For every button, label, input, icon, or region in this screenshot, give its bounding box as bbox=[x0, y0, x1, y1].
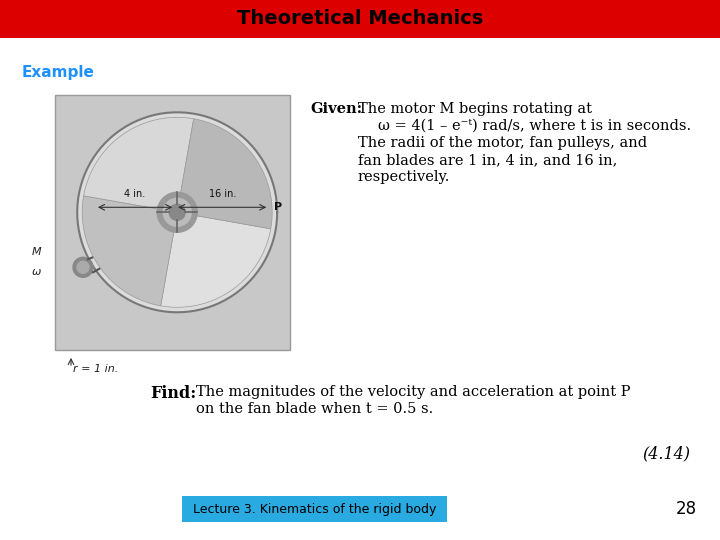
Text: P: P bbox=[274, 202, 282, 212]
Circle shape bbox=[77, 112, 277, 312]
Circle shape bbox=[169, 204, 185, 220]
Text: respectively.: respectively. bbox=[358, 170, 451, 184]
Text: (4.14): (4.14) bbox=[642, 445, 690, 462]
Text: ω = 4(1 – e⁻ᵗ) rad/s, where t is in seconds.: ω = 4(1 – e⁻ᵗ) rad/s, where t is in seco… bbox=[378, 119, 691, 133]
Text: Example: Example bbox=[22, 65, 95, 80]
Circle shape bbox=[157, 192, 197, 232]
FancyBboxPatch shape bbox=[55, 95, 290, 350]
Text: The motor M begins rotating at: The motor M begins rotating at bbox=[358, 102, 592, 116]
Text: 4 in.: 4 in. bbox=[125, 190, 145, 199]
FancyBboxPatch shape bbox=[0, 0, 720, 38]
Circle shape bbox=[77, 261, 89, 273]
Text: 16 in.: 16 in. bbox=[209, 190, 236, 199]
Text: M: M bbox=[32, 247, 42, 257]
Text: ω: ω bbox=[32, 267, 42, 278]
Polygon shape bbox=[82, 196, 174, 306]
Text: Find:: Find: bbox=[150, 385, 197, 402]
Text: Given:: Given: bbox=[310, 102, 362, 116]
Text: on the fan blade when t = 0.5 s.: on the fan blade when t = 0.5 s. bbox=[196, 402, 433, 416]
Text: The radii of the motor, fan pulleys, and: The radii of the motor, fan pulleys, and bbox=[358, 136, 647, 150]
Polygon shape bbox=[161, 215, 271, 307]
Text: r = 1 in.: r = 1 in. bbox=[73, 364, 118, 374]
Text: Theoretical Mechanics: Theoretical Mechanics bbox=[237, 10, 483, 29]
Text: Lecture 3. Kinematics of the rigid body: Lecture 3. Kinematics of the rigid body bbox=[193, 503, 436, 516]
Text: The magnitudes of the velocity and acceleration at point P: The magnitudes of the velocity and accel… bbox=[196, 385, 631, 399]
Polygon shape bbox=[180, 119, 272, 229]
Polygon shape bbox=[84, 117, 194, 209]
Text: 28: 28 bbox=[676, 500, 697, 518]
FancyBboxPatch shape bbox=[182, 496, 447, 522]
Text: fan blades are 1 in, 4 in, and 16 in,: fan blades are 1 in, 4 in, and 16 in, bbox=[358, 153, 617, 167]
Circle shape bbox=[73, 257, 93, 278]
Circle shape bbox=[163, 198, 192, 226]
